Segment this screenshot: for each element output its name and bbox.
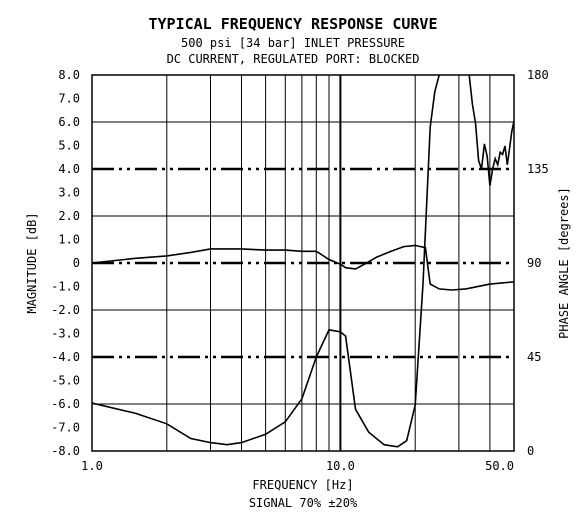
y-right-tick-labels: 180 135 90 45 0 bbox=[527, 68, 549, 458]
y-left-tick-label: 0 bbox=[73, 256, 80, 270]
y-left-tick-label: 2.0 bbox=[58, 209, 80, 223]
y-left-tick-label: 5.0 bbox=[58, 139, 80, 153]
y-left-tick-label: -5.0 bbox=[51, 374, 80, 388]
chart-title: TYPICAL FREQUENCY RESPONSE CURVE bbox=[149, 15, 438, 33]
x-tick-label: 10.0 bbox=[326, 459, 355, 473]
y-right-tick-label: 45 bbox=[527, 350, 541, 364]
phase-curve bbox=[92, 75, 514, 448]
x-tick-label: 50.0 bbox=[485, 459, 514, 473]
y-right-tick-label: 0 bbox=[527, 444, 534, 458]
y-left-tick-label: -8.0 bbox=[51, 444, 80, 458]
reference-lines bbox=[92, 167, 514, 359]
y-right-axis-label: PHASE ANGLE [degrees] bbox=[557, 187, 571, 339]
y-left-tick-label: -3.0 bbox=[51, 327, 80, 341]
magnitude-curve bbox=[92, 244, 514, 291]
x-tick-labels: 1.0 10.0 50.0 bbox=[81, 459, 514, 473]
y-right-tick-label: 180 bbox=[527, 68, 549, 82]
y-left-tick-label: 8.0 bbox=[58, 68, 80, 82]
y-left-tick-labels: 8.0 7.0 6.0 5.0 4.0 3.0 2.0 1.0 0 -1.0 -2.0 -3.0 -4.… bbox=[51, 68, 80, 458]
x-tick-label: 1.0 bbox=[81, 459, 103, 473]
y-left-tick-label: 1.0 bbox=[58, 233, 80, 247]
chart-subtitle-2: DC CURRENT, REGULATED PORT: BLOCKED bbox=[167, 52, 420, 66]
y-left-tick-label: 6.0 bbox=[58, 115, 80, 129]
y-left-tick-label: 3.0 bbox=[58, 186, 80, 200]
y-left-tick-label: -7.0 bbox=[51, 421, 80, 435]
y-right-tick-label: 135 bbox=[527, 162, 549, 176]
y-left-tick-label: 7.0 bbox=[58, 92, 80, 106]
chart-subtitle-1: 500 psi [34 bar] INLET PRESSURE bbox=[181, 36, 405, 50]
y-left-tick-label: 4.0 bbox=[58, 162, 80, 176]
y-left-tick-label: -4.0 bbox=[51, 350, 80, 364]
x-axis-label-secondary: SIGNAL 70% ±20% bbox=[249, 496, 358, 510]
y-left-tick-label: -2.0 bbox=[51, 303, 80, 317]
x-axis-label: FREQUENCY [Hz] bbox=[252, 478, 353, 492]
plot-frame bbox=[91, 74, 515, 452]
data-curves bbox=[92, 75, 514, 448]
y-left-tick-label: -6.0 bbox=[51, 397, 80, 411]
y-left-tick-label: -1.0 bbox=[51, 280, 80, 294]
y-left-axis-label: MAGNITUDE [dB] bbox=[25, 212, 39, 313]
y-right-tick-label: 90 bbox=[527, 256, 541, 270]
